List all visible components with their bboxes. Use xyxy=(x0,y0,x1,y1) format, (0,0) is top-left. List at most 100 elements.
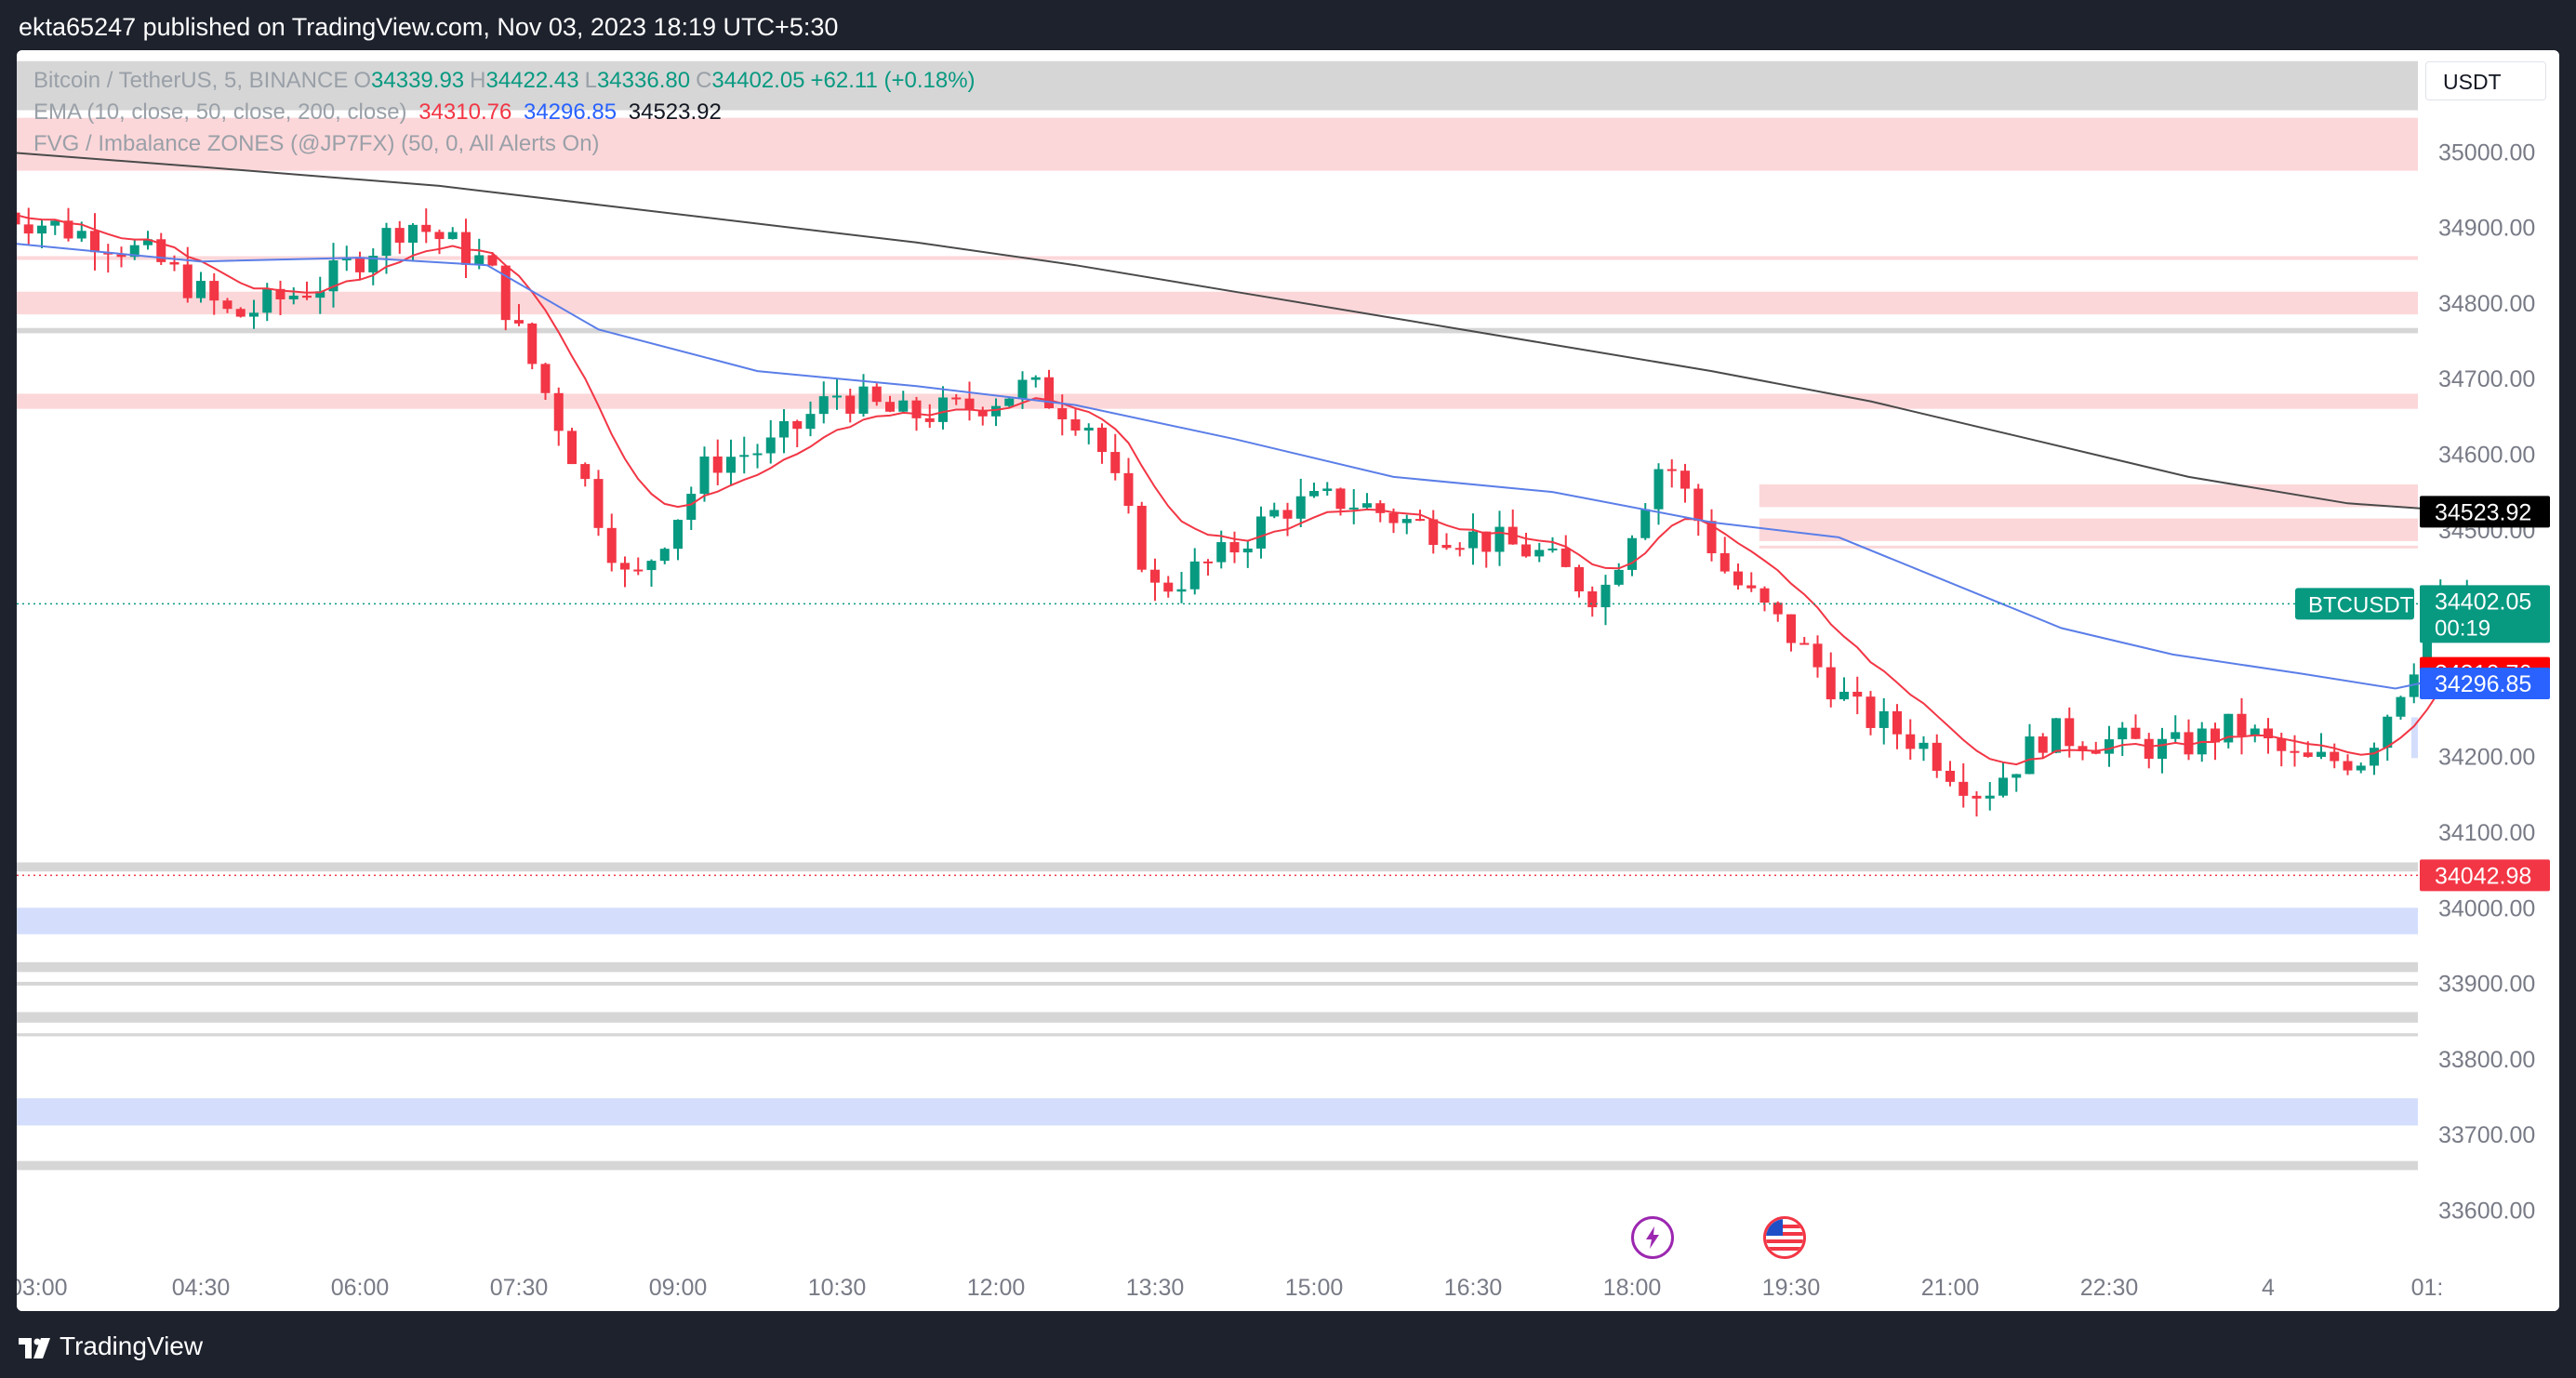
candle-down xyxy=(514,320,524,324)
fvg-zone-grey xyxy=(17,60,2418,111)
fvg-zone-bear xyxy=(1759,518,2418,541)
candle-up xyxy=(1547,548,1558,550)
candle-down xyxy=(1110,452,1121,473)
time-tick: 10:30 xyxy=(808,1275,867,1301)
candle-down xyxy=(90,231,100,253)
time-tick: 15:00 xyxy=(1285,1275,1344,1301)
currency-unit-button[interactable]: USDT xyxy=(2425,61,2546,100)
top-bar: ekta65247 published on TradingView.com, … xyxy=(0,0,2576,52)
candle-up xyxy=(1985,795,1995,799)
candle-down xyxy=(1097,427,1107,453)
candle-up xyxy=(328,260,339,292)
candle-down xyxy=(2303,752,2313,757)
candle-down xyxy=(2343,761,2353,771)
candle-down xyxy=(2078,746,2088,751)
candle-down xyxy=(275,288,285,299)
price-tick: 33800.00 xyxy=(2438,1047,2535,1073)
candle-down xyxy=(1892,710,1902,735)
chart-canvas[interactable]: 35100.0035000.0034900.0034800.0034700.00… xyxy=(17,50,2559,1311)
price-tick: 34600.00 xyxy=(2438,442,2535,468)
candle-down xyxy=(156,239,166,262)
candle-down xyxy=(2264,728,2273,739)
candle-down xyxy=(1786,614,1796,643)
candle-up xyxy=(1494,526,1505,552)
candle-up xyxy=(832,395,842,398)
candle-down xyxy=(1574,566,1584,592)
candle-down xyxy=(1123,472,1134,506)
candle-up xyxy=(2118,727,2128,740)
candle-up xyxy=(50,220,60,226)
price-label-text: 34042.98 xyxy=(2435,863,2531,889)
candle-down xyxy=(2184,732,2194,755)
candle-up xyxy=(805,414,816,430)
price-label-text: 34296.85 xyxy=(2435,671,2531,697)
fvg-zone-bear xyxy=(17,393,2418,409)
candle-up xyxy=(2383,716,2393,749)
candle-up xyxy=(1083,427,1094,431)
price-label-text: 34402.05 xyxy=(2435,589,2531,615)
candle-down xyxy=(1057,407,1068,419)
us-flag-event-icon[interactable] xyxy=(1763,1216,1806,1259)
candle-up xyxy=(1309,491,1319,497)
candle-down xyxy=(553,392,564,431)
price-tick: 33700.00 xyxy=(2438,1122,2535,1148)
candle-down xyxy=(633,569,644,572)
candle-up xyxy=(1627,537,1637,570)
candle-down xyxy=(1203,561,1213,563)
candle-down xyxy=(1799,643,1810,645)
candle-up xyxy=(37,225,46,234)
symbol-tag-text: BTCUSDT xyxy=(2308,592,2414,617)
candle-up xyxy=(818,396,829,415)
candle-down xyxy=(2330,751,2340,762)
candle-up xyxy=(381,228,392,257)
candle-down xyxy=(1773,603,1783,615)
candle-down xyxy=(1521,544,1531,557)
time-tick: 12:00 xyxy=(967,1275,1026,1301)
candle-down xyxy=(434,232,445,240)
lightning-icon[interactable] xyxy=(1631,1216,1674,1259)
candle-down xyxy=(2290,750,2300,753)
price-tick: 34800.00 xyxy=(2438,291,2535,317)
price-tick: 34100.00 xyxy=(2438,820,2535,846)
candle-up xyxy=(2317,751,2326,757)
candle-down xyxy=(1959,781,1969,796)
candle-up xyxy=(2224,713,2234,743)
candle-up xyxy=(1653,469,1664,510)
tradingview-brand-text: TradingView xyxy=(60,1332,204,1360)
candle-up xyxy=(1004,398,1015,406)
time-tick: 03:00 xyxy=(17,1275,68,1301)
price-label-text: 34523.92 xyxy=(2435,499,2531,525)
candle-down xyxy=(1720,552,1730,572)
candle-up xyxy=(1468,531,1478,549)
candle-down xyxy=(235,309,246,317)
candle-up xyxy=(1534,550,1545,557)
candle-down xyxy=(964,398,975,410)
candle-up xyxy=(1242,548,1253,553)
candle-down xyxy=(1932,742,1942,771)
price-label-box xyxy=(2420,496,2550,528)
candle-down xyxy=(2065,718,2075,747)
candle-up xyxy=(2423,634,2432,675)
candle-up xyxy=(1216,542,1227,563)
candle-down xyxy=(1415,519,1425,522)
candle-down xyxy=(2091,750,2101,754)
candle-up xyxy=(2250,728,2260,736)
time-tick: 07:30 xyxy=(490,1275,549,1301)
candle-down xyxy=(1945,770,1955,782)
candle-down xyxy=(1229,542,1240,553)
candle-down xyxy=(2038,736,2048,753)
candle-down xyxy=(500,265,511,321)
ema50-line xyxy=(17,243,2468,690)
chart-area[interactable]: 35100.0035000.0034900.0034800.0034700.00… xyxy=(17,50,2559,1311)
candle-down xyxy=(1388,512,1399,523)
candle-down xyxy=(1746,585,1757,589)
candle-down xyxy=(116,254,126,258)
candle-down xyxy=(1560,548,1571,567)
tradingview-logo[interactable]: TradingView xyxy=(19,1332,203,1361)
fvg-zone-bull xyxy=(17,1098,2418,1126)
candle-down xyxy=(209,281,219,301)
candle-down xyxy=(1441,545,1452,549)
candle-down xyxy=(567,431,577,465)
candle-down xyxy=(63,220,73,239)
candle-down xyxy=(355,258,365,272)
